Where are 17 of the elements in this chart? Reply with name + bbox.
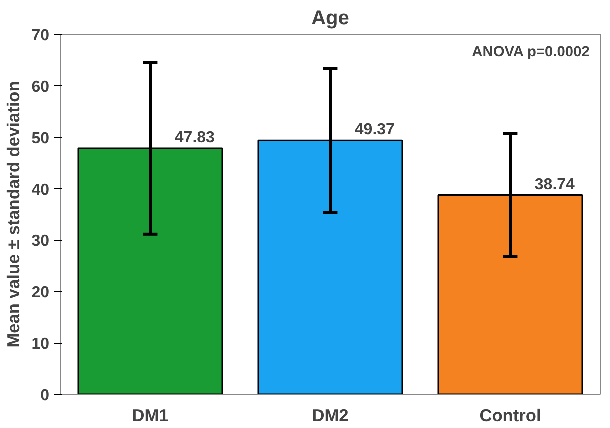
y-tick-label: 40 [32, 182, 50, 199]
y-tick-label: 70 [32, 28, 50, 44]
data-label: 38.74 [534, 176, 576, 194]
y-axis-title: Mean value ± standard deviation [4, 81, 24, 348]
y-tick-label: 30 [32, 233, 50, 250]
y-tick-label: 10 [32, 336, 50, 354]
y-tick-label: 0 [40, 388, 50, 404]
y-tick-label: 60 [32, 78, 50, 96]
x-tick-label: DM2 [312, 406, 349, 426]
data-label: 47.83 [174, 130, 216, 147]
x-tick-label: DM1 [132, 406, 170, 426]
y-tick-label: 20 [32, 284, 50, 302]
annotation: ANOVA p=0.0002 [472, 44, 590, 60]
chart-title: Age [312, 8, 350, 30]
y-tick-label: 50 [32, 130, 50, 148]
data-label: 49.37 [354, 122, 396, 139]
x-tick-label: Control [480, 406, 542, 426]
